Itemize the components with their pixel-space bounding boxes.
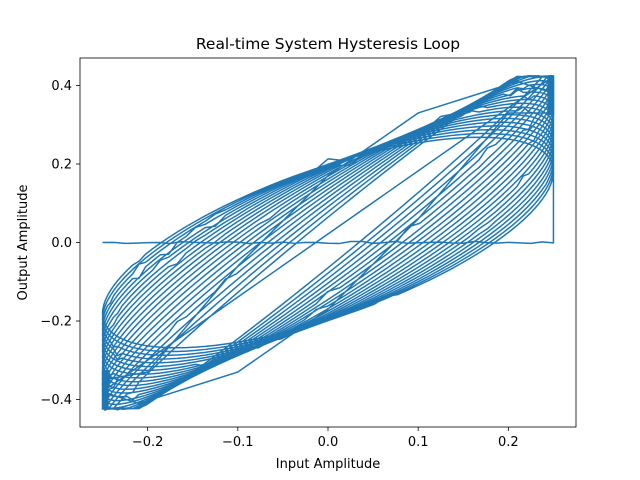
series-layer [101, 74, 555, 411]
x-axis-label: Input Amplitude [276, 457, 380, 472]
y-tick-label: 0.4 [51, 79, 72, 94]
chart-title: Real-time System Hysteresis Loop [196, 35, 460, 53]
x-tick-label: 0.1 [408, 435, 429, 450]
y-tick-label: 0.2 [51, 157, 72, 172]
x-axis: −0.2 −0.1 0.0 0.1 0.2 [132, 427, 519, 450]
y-axis-label: Output Amplitude [16, 185, 31, 301]
x-tick-label: −0.2 [132, 435, 164, 450]
x-tick-label: −0.1 [222, 435, 254, 450]
hysteresis-series-line [101, 74, 555, 411]
y-axis: −0.4 −0.2 0.0 0.2 0.4 [40, 79, 80, 408]
y-tick-label: −0.4 [40, 393, 72, 408]
x-tick-label: 0.2 [498, 435, 519, 450]
y-tick-label: 0.0 [51, 236, 72, 251]
x-tick-label: 0.0 [318, 435, 339, 450]
y-tick-label: −0.2 [40, 315, 72, 330]
